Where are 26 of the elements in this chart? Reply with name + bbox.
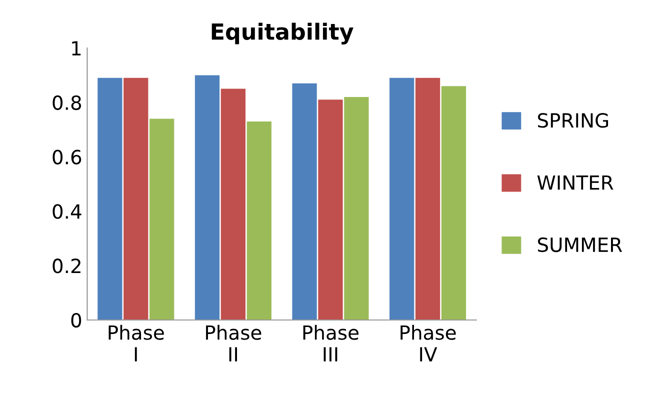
- bar: [194, 75, 220, 320]
- legend-label: SPRING: [538, 113, 608, 128]
- x-tick-label: Phase I: [108, 324, 164, 362]
- bar: [389, 78, 414, 320]
- y-tick-label: 0: [71, 312, 82, 328]
- y-tick-label: 0.8: [52, 95, 82, 110]
- legend-label: WINTER: [537, 175, 614, 190]
- legend-label: SUMMER: [538, 237, 622, 252]
- bar: [246, 121, 272, 320]
- bar: [441, 86, 466, 320]
- x-tick-label: Phase IV: [400, 324, 456, 362]
- bar: [150, 118, 174, 320]
- bar: [220, 88, 246, 320]
- x-tick-label: Phase III: [303, 324, 358, 362]
- y-tick-label: 0.6: [52, 150, 82, 164]
- bar: [292, 83, 317, 320]
- bar: [344, 96, 369, 320]
- bar: [98, 78, 122, 320]
- chart-title: Equitability: [212, 22, 354, 44]
- bar: [124, 78, 148, 320]
- y-tick-label: 1: [72, 41, 81, 56]
- bar: [415, 78, 440, 320]
- bar: [318, 100, 343, 320]
- y-tick-label: 0.4: [52, 204, 82, 219]
- y-tick-label: 0.2: [52, 258, 80, 274]
- x-tick-label: Phase II: [206, 324, 262, 362]
